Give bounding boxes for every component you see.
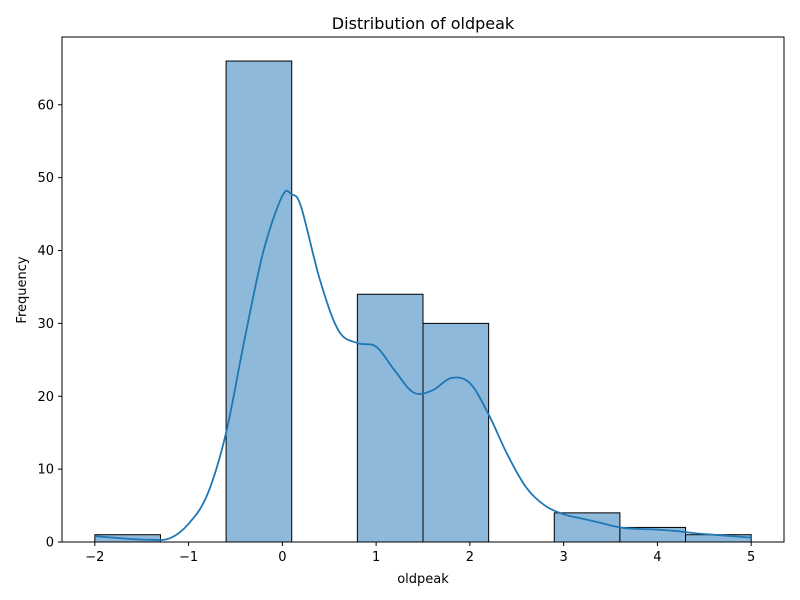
y-tick-label: 50	[37, 171, 54, 186]
histogram-bar	[225, 60, 293, 543]
x-tick-label: 3	[560, 550, 568, 565]
y-axis-label: Frequency	[15, 256, 30, 323]
histogram-bars	[94, 60, 752, 543]
y-tick-label: 40	[37, 244, 54, 259]
x-tick-label: 4	[653, 550, 661, 565]
kde-curve	[94, 189, 752, 541]
chart-title: Distribution of oldpeak	[332, 14, 515, 33]
y-tick-label: 60	[37, 98, 54, 113]
x-axis-ticks: −2 −1 0 1 2 3 4 5	[85, 542, 755, 565]
x-tick-label: 1	[372, 550, 380, 565]
x-tick-label: 5	[747, 550, 755, 565]
plot-frame	[61, 36, 785, 543]
x-tick-label: −1	[179, 550, 198, 565]
x-tick-label: 0	[278, 550, 286, 565]
x-tick-label: −2	[85, 550, 104, 565]
histogram-bar	[422, 322, 490, 543]
x-tick-label: 2	[466, 550, 474, 565]
y-tick-label: 30	[37, 317, 54, 332]
histogram-bar	[356, 293, 424, 543]
y-tick-label: 10	[37, 463, 54, 478]
y-tick-label: 0	[46, 536, 54, 551]
x-axis-label: oldpeak	[397, 572, 449, 587]
histogram-bar	[553, 512, 621, 543]
y-axis-ticks: 0 10 20 30 40 50 60	[37, 98, 62, 551]
y-tick-label: 20	[37, 390, 54, 405]
